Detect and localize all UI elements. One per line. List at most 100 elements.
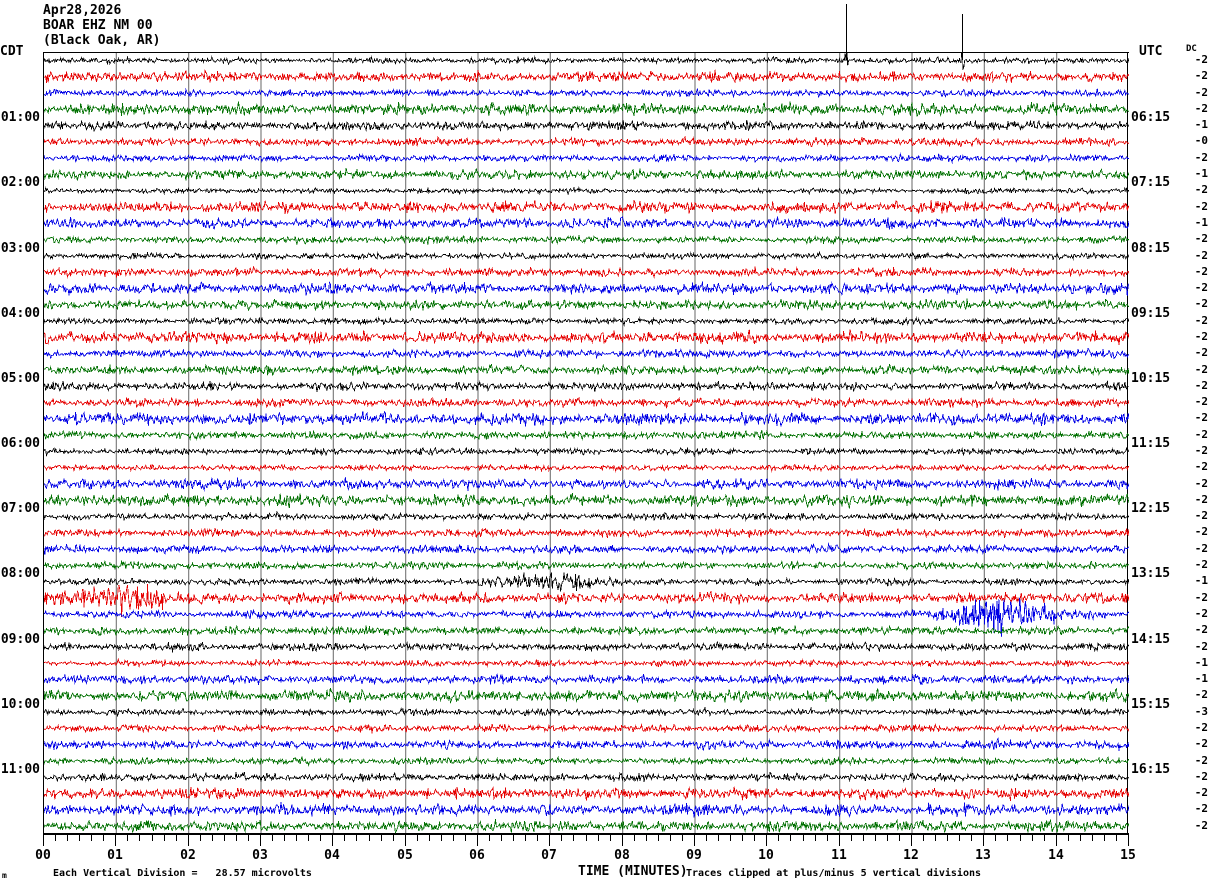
left-hour-label: 09:00 — [0, 631, 40, 647]
x-minor-tick — [1020, 835, 1021, 841]
x-tick-label: 13 — [975, 848, 991, 863]
dc-offset-value: -3 — [1194, 704, 1208, 718]
x-minor-tick — [935, 835, 936, 841]
right-utc-label: 12:15 — [1131, 501, 1171, 517]
x-tick-label: 08 — [614, 848, 630, 863]
dc-offset-value: -2 — [1194, 558, 1208, 572]
x-tick-label: 00 — [35, 848, 51, 863]
x-tick-label: 06 — [469, 848, 485, 863]
x-minor-tick — [803, 835, 804, 841]
x-minor-tick — [103, 835, 104, 841]
x-major-tick — [839, 835, 840, 846]
x-minor-tick — [863, 835, 864, 841]
dc-offset-value: -1 — [1194, 118, 1208, 132]
x-major-tick — [622, 835, 623, 846]
x-major-tick — [766, 835, 767, 846]
x-minor-tick — [573, 835, 574, 841]
x-minor-tick — [272, 835, 273, 841]
dc-offset-value: -1 — [1194, 215, 1208, 229]
x-minor-tick — [176, 835, 177, 841]
x-major-tick — [983, 835, 984, 846]
x-minor-tick — [1116, 835, 1117, 841]
left-hour-label: 11:00 — [0, 761, 40, 777]
x-tick-label: 01 — [107, 848, 123, 863]
x-major-tick — [549, 835, 550, 846]
x-minor-tick — [429, 835, 430, 841]
x-minor-tick — [790, 835, 791, 841]
x-tick-label: 12 — [903, 848, 919, 863]
x-minor-tick — [296, 835, 297, 841]
x-minor-tick — [875, 835, 876, 841]
dc-offset-value: -2 — [1194, 753, 1208, 767]
x-minor-tick — [344, 835, 345, 841]
x-minor-tick — [1104, 835, 1105, 841]
x-tick-label: 09 — [686, 848, 702, 863]
x-minor-tick — [923, 835, 924, 841]
x-tick-label: 03 — [252, 848, 268, 863]
x-major-tick — [911, 835, 912, 846]
x-axis-line — [43, 834, 1129, 835]
dc-offset-value: -2 — [1194, 444, 1208, 457]
x-major-tick — [188, 835, 189, 846]
seismogram-traces — [44, 52, 1129, 834]
dc-offset-value: -2 — [1194, 525, 1208, 539]
dc-offset-value: -2 — [1194, 329, 1208, 343]
dc-offset-value: -2 — [1194, 590, 1208, 604]
left-hour-label: 06:00 — [0, 436, 40, 451]
x-minor-tick — [1092, 835, 1093, 841]
dc-offset-value: -2 — [1194, 264, 1208, 278]
x-minor-tick — [55, 835, 56, 841]
x-minor-tick — [634, 835, 635, 841]
x-tick-label: 11 — [831, 848, 847, 863]
x-tick-label: 05 — [397, 848, 413, 863]
x-minor-tick — [959, 835, 960, 841]
x-axis-title: TIME (MINUTES) — [578, 864, 688, 879]
dc-offset-value: -2 — [1194, 639, 1208, 653]
dc-offset-value: -2 — [1194, 427, 1208, 441]
dc-offset-value: -2 — [1194, 541, 1208, 555]
left-hour-label: 04:00 — [0, 305, 40, 321]
left-hour-label: 07:00 — [0, 501, 40, 517]
left-timezone-label: CDT — [0, 44, 24, 59]
right-utc-label: 08:15 — [1131, 240, 1171, 256]
dc-offset-value: -2 — [1194, 248, 1208, 262]
x-minor-tick — [851, 835, 852, 841]
x-minor-tick — [815, 835, 816, 841]
x-minor-tick — [971, 835, 972, 841]
x-major-tick — [477, 835, 478, 846]
dc-offset-value: -2 — [1194, 232, 1208, 246]
x-minor-tick — [441, 835, 442, 841]
x-minor-tick — [827, 835, 828, 841]
x-major-tick — [43, 835, 44, 846]
dc-offset-value: -2 — [1194, 606, 1208, 620]
x-minor-tick — [236, 835, 237, 841]
plot-header: Apr28,2026 BOAR EHZ NM 00 (Black Oak, AR… — [43, 3, 160, 48]
x-minor-tick — [598, 835, 599, 841]
dc-offset-value: -2 — [1194, 769, 1208, 783]
dc-offset-value: -2 — [1194, 802, 1208, 816]
dc-offset-value: -0 — [1194, 134, 1208, 148]
x-minor-tick — [200, 835, 201, 841]
x-minor-tick — [718, 835, 719, 841]
x-minor-tick — [212, 835, 213, 841]
x-tick-label: 10 — [758, 848, 774, 863]
dc-offset-value: -2 — [1194, 69, 1208, 83]
x-minor-tick — [164, 835, 165, 841]
dc-offset-value: -2 — [1194, 737, 1208, 751]
x-minor-tick — [501, 835, 502, 841]
dc-offset-value: -2 — [1194, 395, 1208, 409]
dc-offset-value: -2 — [1194, 720, 1208, 734]
clipped-spike-marker — [846, 4, 847, 61]
x-minor-tick — [778, 835, 779, 841]
x-minor-tick — [730, 835, 731, 841]
dc-offset-value: -2 — [1194, 411, 1208, 425]
x-minor-tick — [465, 835, 466, 841]
right-timezone-label: UTC — [1139, 44, 1163, 59]
x-minor-tick — [887, 835, 888, 841]
dc-offset-value: -1 — [1194, 167, 1208, 181]
x-minor-tick — [525, 835, 526, 841]
dc-offset-value: -1 — [1194, 655, 1208, 669]
dc-offset-value: -1 — [1194, 672, 1208, 686]
x-minor-tick — [995, 835, 996, 841]
x-minor-tick — [91, 835, 92, 841]
